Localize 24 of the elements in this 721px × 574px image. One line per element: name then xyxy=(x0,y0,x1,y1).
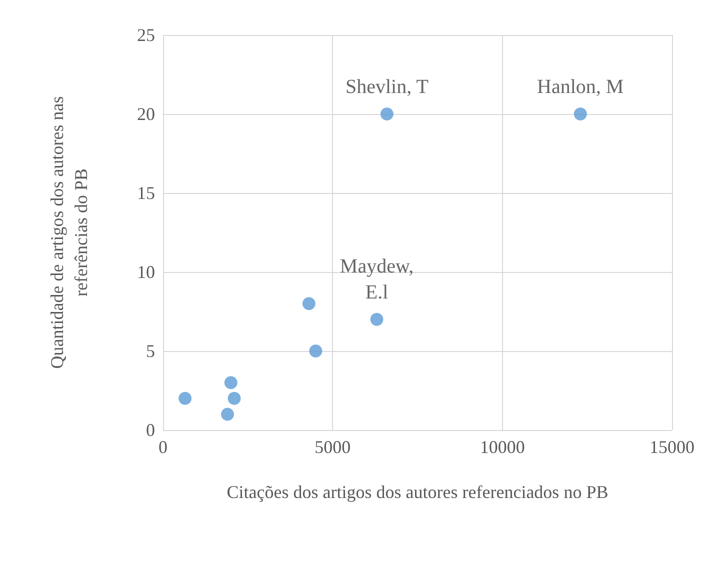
y-tick-label: 15 xyxy=(137,183,155,203)
y-tick-label: 5 xyxy=(146,341,155,361)
y-tick-label: 20 xyxy=(137,104,155,124)
x-tick-label: 15000 xyxy=(650,437,694,457)
point xyxy=(178,392,192,405)
y-tick-label: 0 xyxy=(146,420,155,440)
point xyxy=(574,108,587,120)
point xyxy=(224,376,238,390)
point xyxy=(220,408,234,421)
y-tick-label: 10 xyxy=(137,262,155,282)
annotation: Maydew, E.l xyxy=(340,255,414,304)
x-axis-title: Citações dos artigos dos autores referenciados no PB xyxy=(226,482,608,502)
y-axis-title: Quantidade de artigos dos autores nas referências do PB xyxy=(47,96,91,369)
annotation: Hanlon, M xyxy=(537,76,624,98)
point xyxy=(302,297,316,310)
x-tick-label: 5000 xyxy=(314,437,351,457)
point xyxy=(309,344,322,358)
annotation: Shevlin, T xyxy=(345,76,428,98)
point xyxy=(228,392,241,405)
x-tick-label: 10000 xyxy=(480,437,525,457)
point xyxy=(370,312,384,326)
y-tick-label: 25 xyxy=(137,25,155,45)
x-tick-label: 0 xyxy=(158,437,168,457)
point xyxy=(380,108,394,120)
